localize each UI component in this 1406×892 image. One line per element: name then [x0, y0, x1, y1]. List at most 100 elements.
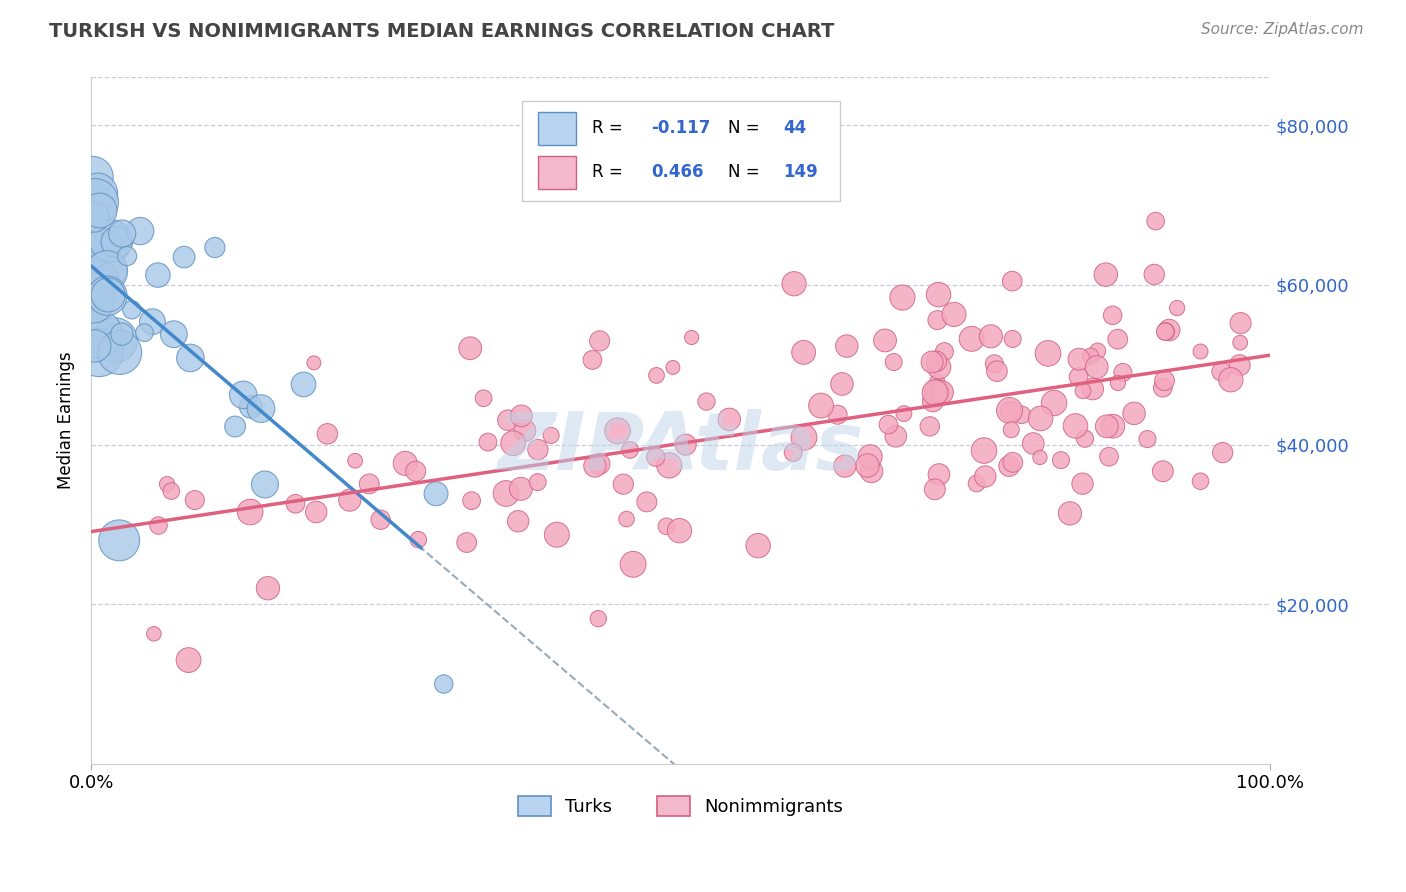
Point — [83, 296, 105, 310]
Point — [104, 334, 127, 348]
Point — [873, 334, 896, 348]
Point — [82, 170, 104, 185]
Point — [645, 368, 668, 383]
Point — [97, 288, 120, 302]
Point — [927, 384, 949, 399]
Point — [973, 443, 995, 458]
Point — [1189, 344, 1212, 359]
Point — [588, 612, 610, 626]
Point — [146, 268, 169, 282]
Point — [87, 326, 110, 341]
Point — [359, 477, 381, 491]
Point — [105, 235, 128, 249]
Point — [134, 326, 156, 340]
Point — [1154, 325, 1177, 339]
Point — [87, 345, 110, 359]
Point — [1159, 323, 1181, 337]
Text: Source: ZipAtlas.com: Source: ZipAtlas.com — [1201, 22, 1364, 37]
Point — [877, 417, 900, 432]
Point — [856, 458, 879, 473]
Point — [943, 307, 966, 321]
Point — [658, 458, 681, 473]
Point — [893, 407, 915, 421]
Point — [621, 558, 644, 572]
Point — [1152, 464, 1174, 478]
Point — [1143, 268, 1166, 282]
Point — [83, 289, 105, 303]
Point — [496, 413, 519, 427]
Point — [1080, 349, 1102, 363]
Point — [100, 234, 122, 248]
Point — [581, 352, 603, 367]
Text: 0.466: 0.466 — [651, 163, 704, 181]
Point — [793, 430, 815, 444]
Point — [96, 288, 118, 302]
Point — [1219, 373, 1241, 387]
Point — [619, 442, 641, 457]
Point — [184, 493, 207, 508]
Point — [1136, 432, 1159, 446]
Point — [179, 351, 201, 365]
Point — [835, 339, 858, 353]
Point — [928, 467, 950, 482]
Point — [82, 319, 104, 334]
Point — [316, 426, 339, 441]
Point — [655, 519, 678, 533]
Point — [644, 450, 666, 464]
Point — [927, 375, 949, 389]
Point — [405, 464, 427, 478]
Point — [883, 355, 905, 369]
Point — [160, 484, 183, 499]
Point — [1050, 453, 1073, 467]
Point — [148, 518, 170, 533]
Point — [960, 332, 983, 346]
Point — [87, 273, 110, 287]
Y-axis label: Median Earnings: Median Earnings — [58, 351, 75, 490]
Point — [89, 203, 111, 218]
Point — [1087, 343, 1109, 358]
Point — [1153, 374, 1175, 388]
Point — [508, 514, 530, 528]
Point — [1101, 309, 1123, 323]
Point — [1074, 432, 1097, 446]
Point — [502, 436, 524, 450]
Point — [934, 344, 956, 359]
Point — [1067, 352, 1090, 367]
Point — [793, 345, 815, 359]
Point — [1036, 346, 1059, 360]
Point — [460, 493, 482, 508]
Point — [163, 327, 186, 342]
Point — [974, 469, 997, 483]
Point — [668, 524, 690, 538]
Point — [1071, 476, 1094, 491]
Point — [1095, 419, 1118, 434]
Point — [339, 493, 361, 508]
Point — [239, 505, 262, 519]
Text: N =: N = — [728, 120, 765, 137]
Point — [257, 581, 280, 595]
Point — [681, 330, 703, 344]
Point — [344, 454, 367, 468]
Point — [606, 424, 628, 438]
Point — [924, 385, 946, 400]
Point — [747, 539, 769, 553]
Point — [527, 442, 550, 457]
Point — [224, 419, 246, 434]
Point — [921, 355, 943, 369]
Point — [616, 512, 638, 526]
Point — [1000, 423, 1022, 437]
Point — [93, 261, 115, 276]
Point — [305, 505, 328, 519]
Point — [588, 457, 610, 471]
Text: TURKISH VS NONIMMIGRANTS MEDIAN EARNINGS CORRELATION CHART: TURKISH VS NONIMMIGRANTS MEDIAN EARNINGS… — [49, 22, 835, 41]
Point — [998, 403, 1021, 417]
Point — [83, 339, 105, 353]
Point — [129, 224, 152, 238]
Point — [292, 377, 315, 392]
Point — [922, 394, 945, 409]
Point — [1166, 301, 1188, 315]
Text: R =: R = — [592, 120, 628, 137]
Point — [783, 277, 806, 291]
Point — [1154, 325, 1177, 339]
Point — [1102, 419, 1125, 434]
